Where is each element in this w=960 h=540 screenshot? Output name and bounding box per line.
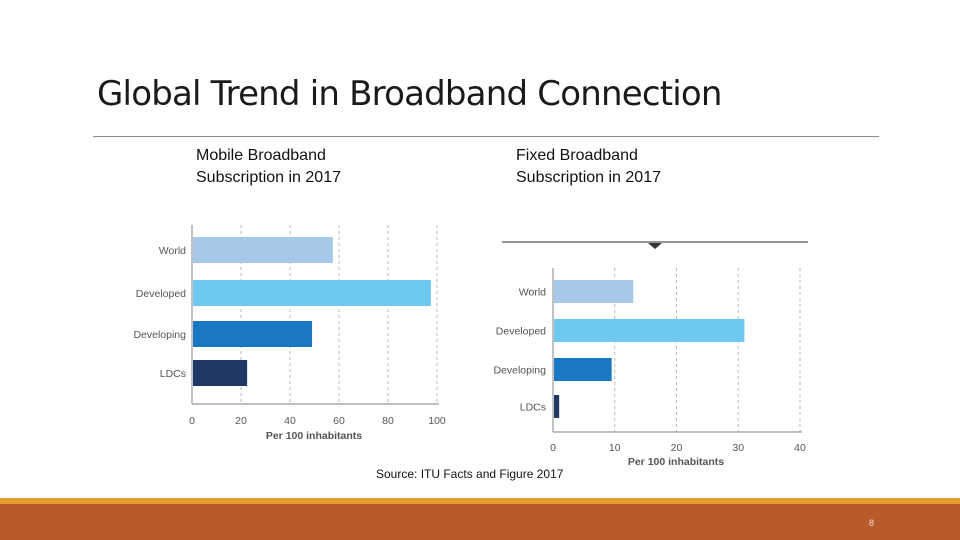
tick-label-30: 30 [732,442,744,454]
bar-world [554,280,634,303]
category-label-developing: Developing [133,329,186,341]
category-label-ldcs: LDCs [520,402,546,414]
category-label-world: World [519,287,546,299]
x-axis-title: Per 100 inhabitants [628,456,724,468]
category-label-developing: Developing [493,365,546,377]
category-label-developed: Developed [136,288,186,300]
left-chart-caption: Mobile Broadband Subscription in 2017 [196,145,341,189]
source-note: Source: ITU Facts and Figure 2017 [376,467,564,481]
bar-developed [554,319,745,342]
tick-label-60: 60 [333,415,345,427]
footer-bar [0,504,960,540]
tick-label-0: 0 [189,415,195,427]
right-caption-line-2: Subscription in 2017 [516,169,661,186]
category-label-world: World [159,245,186,257]
right-caption-line-1: Fixed Broadband [516,147,638,164]
tick-label-0: 0 [550,442,556,454]
tick-label-10: 10 [609,442,621,454]
tick-label-20: 20 [235,415,247,427]
bar-developing [193,321,313,347]
tick-label-20: 20 [671,442,683,454]
category-label-developed: Developed [496,326,546,338]
footer-accent-line [0,498,960,504]
bar-world [193,237,333,263]
x-axis-title: Per 100 inhabitants [266,430,362,442]
tick-label-80: 80 [382,415,394,427]
tick-label-40: 40 [284,415,296,427]
left-caption-line-2: Subscription in 2017 [196,169,341,186]
slide-title: Global Trend in Broadband Connection [97,74,722,114]
bar-ldcs [193,360,248,386]
tick-label-40: 40 [794,442,806,454]
bar-ldcs [554,395,560,418]
tick-label-100: 100 [428,415,446,427]
chart-header-marker [648,243,662,249]
category-label-ldcs: LDCs [160,368,186,380]
right-chart-caption: Fixed Broadband Subscription in 2017 [516,145,661,189]
left-caption-line-1: Mobile Broadband [196,147,326,164]
bar-developing [554,358,612,381]
title-divider [93,136,879,137]
page-number: 8 [869,518,875,528]
bar-developed [193,280,431,306]
